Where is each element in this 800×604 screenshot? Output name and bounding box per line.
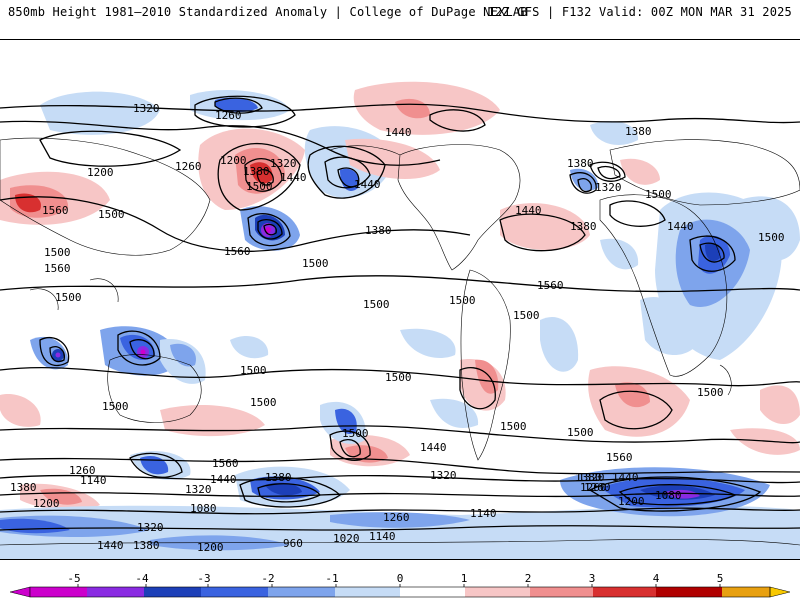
contour-label: 960 <box>283 537 303 550</box>
contour-label: 1020 <box>333 532 360 545</box>
contour-label: 1440 <box>280 171 307 184</box>
contour-label: 1500 <box>44 246 71 259</box>
contour-label: 1500 <box>758 231 785 244</box>
contour-label: 1440 <box>515 204 542 217</box>
contour-label: 1380 <box>265 471 292 484</box>
contour-label: 1080 <box>190 502 217 515</box>
colorbar-ticks <box>77 584 721 587</box>
contour-label: 1440 <box>612 471 639 484</box>
colorbar-tick-label: -5 <box>67 572 80 585</box>
colorbar-tick-label: -4 <box>135 572 149 585</box>
contour-label: 1260 <box>383 511 410 524</box>
colorbar-tick-label: 2 <box>525 572 532 585</box>
contour-label: 1500 <box>240 364 267 377</box>
colorbar-tick-label: -2 <box>261 572 274 585</box>
contour-label: 1320 <box>430 469 457 482</box>
contour-label: 1560 <box>606 451 633 464</box>
contour-label: 1260 <box>584 481 611 494</box>
map-panel: 1320 1260 1440 1380 1200 1260 1200 1380 … <box>0 39 800 560</box>
contour-label: 1500 <box>246 180 273 193</box>
contour-label: 1560 <box>224 245 251 258</box>
contour-label: 1500 <box>55 291 82 304</box>
colorbar-tick-labels: -5 -4 -3 -2 -1 0 1 2 3 4 5 <box>67 572 723 585</box>
contour-label: 1500 <box>102 400 129 413</box>
colorbar-swatches <box>30 587 770 597</box>
contour-label: 1320 <box>595 181 622 194</box>
contour-label: 1380 <box>10 481 37 494</box>
colorbar-tick-label: 5 <box>717 572 724 585</box>
contour-label: 1440 <box>667 220 694 233</box>
contour-label: 1320 <box>270 157 297 170</box>
contour-label: 1560 <box>44 262 71 275</box>
contour-label: 1560 <box>212 457 239 470</box>
contour-label: 1500 <box>513 309 540 322</box>
contour-label: 1200 <box>87 166 114 179</box>
colorbar-graphic: -5 -4 -3 -2 -1 0 1 2 3 4 5 <box>9 572 791 598</box>
contour-label: 1200 <box>220 154 247 167</box>
contour-labels: 1320 1260 1440 1380 1200 1260 1200 1380 … <box>10 102 785 554</box>
contour-label: 1500 <box>449 294 476 307</box>
contour-label: 1380 <box>365 224 392 237</box>
contour-label: 1140 <box>80 474 107 487</box>
contour-label: 1380 <box>625 125 652 138</box>
contour-label: 1380 <box>570 220 597 233</box>
contour-label: 1440 <box>354 178 381 191</box>
contour-label: 1380 <box>243 165 270 178</box>
anomaly-map: 1320 1260 1440 1380 1200 1260 1200 1380 … <box>0 81 800 559</box>
contour-label: 1440 <box>210 473 237 486</box>
colorbar-tick-label: -1 <box>325 572 338 585</box>
contour-label: 1380 <box>567 157 594 170</box>
contour-label: 1260 <box>69 464 96 477</box>
contour-label: 1380 <box>575 471 602 484</box>
contour-label: 1500 <box>567 426 594 439</box>
contour-label: 1200 <box>618 495 645 508</box>
contour-label: 1380 <box>133 539 160 552</box>
colorbar-high-arrow <box>769 586 791 598</box>
contour-label: 1500 <box>250 396 277 409</box>
contour-label: 1140 <box>369 530 396 543</box>
contour-label: 1500 <box>342 427 369 440</box>
contour-label: 1080 <box>655 489 682 502</box>
contour-label: 1440 <box>385 126 412 139</box>
contour-label: 1440 <box>97 539 124 552</box>
contour-label: 1260 <box>175 160 202 173</box>
anomaly-shading <box>0 81 800 559</box>
contour-label: 1320 <box>578 471 605 484</box>
contour-label: 1320 <box>185 483 212 496</box>
contour-label: 1500 <box>500 420 527 433</box>
contour-label: 1500 <box>302 257 329 270</box>
contour-label: 1320 <box>137 521 164 534</box>
contour-label: 1320 <box>133 102 160 115</box>
contour-label: 1500 <box>645 188 672 201</box>
model-run-label: 12Z GFS | F132 Valid: 00Z MON MAR 31 202… <box>487 5 792 19</box>
colorbar-tick-label: 1 <box>461 572 468 585</box>
contour-label: 1500 <box>385 371 412 384</box>
colorbar-tick-label: -3 <box>197 572 210 585</box>
contour-label: 1200 <box>197 541 224 554</box>
contour-label: 1500 <box>98 208 125 221</box>
colorbar-tick-label: 0 <box>397 572 404 585</box>
contour-label: 1260 <box>215 109 242 122</box>
contour-label: 1500 <box>363 298 390 311</box>
height-contours <box>0 95 800 531</box>
contour-label: 1260 <box>580 481 607 494</box>
contour-label: 1140 <box>470 507 497 520</box>
contour-label: 1500 <box>697 386 724 399</box>
contour-label: 1560 <box>537 279 564 292</box>
colorbar: -5 -4 -3 -2 -1 0 1 2 3 4 5 <box>0 560 800 600</box>
colorbar-low-arrow <box>9 586 31 598</box>
map-title: 850mb Height 1981–2010 Standardized Anom… <box>8 5 528 19</box>
contour-label: 1200 <box>33 497 60 510</box>
colorbar-tick-label: 3 <box>589 572 596 585</box>
contour-label: 1560 <box>42 204 69 217</box>
colorbar-tick-label: 4 <box>653 572 660 585</box>
contour-label: 1440 <box>420 441 447 454</box>
